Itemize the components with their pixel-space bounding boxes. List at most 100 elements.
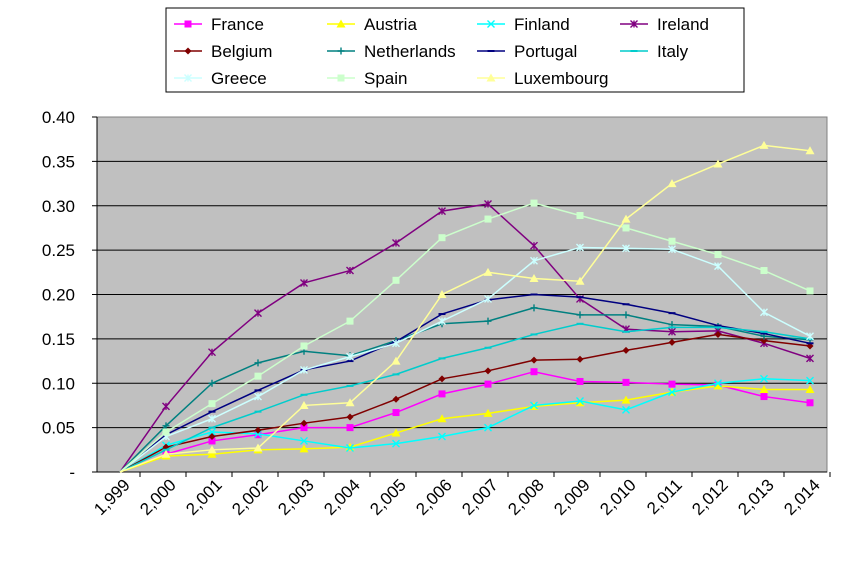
legend-label-portugal: Portugal: [514, 42, 577, 61]
legend-item-france: France: [174, 15, 264, 34]
data-point-finland-13: [714, 379, 722, 388]
y-tick-label-6: 0.30: [42, 197, 75, 216]
series-ireland: [119, 199, 814, 473]
data-point-ireland-15: [806, 354, 814, 363]
data-point-luxembourg-4: [299, 400, 309, 409]
x-tick-label-8: 2,007: [458, 475, 502, 519]
data-point-belgium-2: [208, 433, 216, 440]
data-point-austria-11: [621, 395, 631, 404]
data-point-finland-8: [484, 423, 492, 432]
series-belgium: [119, 330, 814, 473]
legend-label-spain: Spain: [364, 69, 407, 88]
data-point-greece-13: [714, 262, 722, 271]
legend-marker-netherlands: [337, 47, 345, 55]
data-point-netherlands-3: [254, 359, 262, 367]
data-point-netherlands-1: [162, 422, 170, 430]
legend-marker-ireland: [630, 20, 638, 28]
legend-item-netherlands: Netherlands: [327, 42, 456, 61]
legend-label-finland: Finland: [514, 15, 570, 34]
x-tick-label-2: 2,001: [182, 475, 226, 519]
data-point-greece-7: [438, 317, 446, 326]
data-point-finland-12: [668, 388, 676, 397]
x-tick-label-4: 2,003: [274, 475, 318, 519]
data-point-spain-6: [392, 276, 400, 284]
series-italy: [119, 322, 814, 473]
y-tick-label-7: 0.35: [42, 152, 75, 171]
legend-item-portugal: Portugal: [477, 42, 577, 61]
data-point-spain-9: [530, 199, 538, 207]
data-point-finland-4: [300, 436, 308, 445]
data-point-france-10: [576, 377, 584, 385]
data-point-france-15: [806, 399, 814, 407]
series-line-austria: [119, 385, 810, 473]
data-point-austria-4: [299, 444, 309, 453]
series-luxembourg: [119, 140, 815, 473]
data-point-finland-15: [806, 376, 814, 385]
legend-label-belgium: Belgium: [211, 42, 272, 61]
legend-label-greece: Greece: [211, 69, 267, 88]
x-tick-label-13: 2,012: [688, 475, 732, 519]
data-point-spain-7: [438, 234, 446, 242]
legend: France Austria Finland Ireland Belgium Nether…: [165, 7, 745, 93]
y-tick-label-1: 0.05: [42, 419, 75, 438]
legend-label-italy: Italy: [657, 42, 689, 61]
legend-item-ireland: Ireland: [620, 15, 709, 34]
legend-label-france: France: [211, 15, 264, 34]
data-point-austria-14: [759, 384, 769, 393]
data-point-spain-14: [760, 267, 768, 275]
x-tick-label-15: 2,014: [780, 475, 824, 519]
x-tick-label-12: 2,011: [643, 475, 686, 518]
series-line-france: [119, 370, 811, 473]
data-point-spain-10: [576, 212, 584, 220]
series-line-ireland: [119, 203, 811, 473]
series-line-belgium: [119, 333, 811, 473]
data-point-luxembourg-10: [575, 276, 585, 285]
data-point-luxembourg-15: [805, 146, 815, 155]
x-tick-label-0: 1,999: [90, 475, 134, 519]
y-tick-label-0: -: [69, 463, 75, 482]
x-tick-label-1: 2,000: [136, 475, 180, 519]
data-point-finland-7: [438, 432, 446, 441]
data-point-austria-13: [713, 381, 723, 390]
data-point-greece-5: [346, 352, 354, 361]
data-point-belgium-6: [392, 395, 400, 403]
data-point-greece-9: [530, 256, 538, 265]
series-line-portugal: [119, 293, 811, 473]
data-point-belgium-8: [484, 367, 492, 375]
data-point-luxembourg-7: [437, 290, 447, 298]
data-point-ireland-2: [208, 348, 216, 357]
data-point-spain-1: [162, 428, 170, 436]
data-point-finland-3: [254, 429, 262, 438]
data-point-finland-9: [530, 401, 538, 410]
x-tick-label-14: 2,013: [734, 475, 778, 519]
data-point-finland-6: [392, 439, 400, 448]
data-point-luxembourg-13: [713, 159, 723, 168]
data-point-ireland-12: [668, 327, 676, 336]
data-point-belgium-3: [254, 426, 262, 434]
y-tick-label-8: 0.40: [42, 108, 75, 127]
data-point-belgium-13: [714, 330, 722, 338]
data-point-luxembourg-1: [161, 449, 171, 458]
data-point-finland-11: [622, 405, 630, 414]
y-axis-ticks: - 0.05 0.10 0.15 0.20 0.25 0.30 0.35 0.40: [42, 108, 827, 482]
data-point-spain-3: [254, 372, 262, 380]
data-point-greece-8: [484, 294, 492, 303]
data-point-spain-12: [668, 237, 676, 245]
data-point-france-14: [760, 393, 768, 401]
legend-item-greece: Greece: [174, 69, 267, 88]
data-point-luxembourg-6: [391, 356, 401, 365]
legend-box: [165, 7, 745, 93]
series-line-luxembourg: [119, 144, 811, 473]
data-point-france-7: [438, 390, 446, 398]
legend-item-austria: Austria: [327, 15, 417, 34]
data-point-austria-10: [575, 398, 585, 407]
x-tick-label-9: 2,008: [504, 475, 548, 519]
legend-item-spain: Spain: [327, 69, 407, 88]
data-point-finland-14: [760, 374, 768, 383]
data-point-france-11: [622, 378, 630, 386]
data-point-finland-10: [576, 397, 584, 405]
data-point-belgium-9: [530, 356, 538, 364]
data-point-luxembourg-12: [667, 179, 677, 188]
data-point-belgium-14: [760, 337, 768, 345]
